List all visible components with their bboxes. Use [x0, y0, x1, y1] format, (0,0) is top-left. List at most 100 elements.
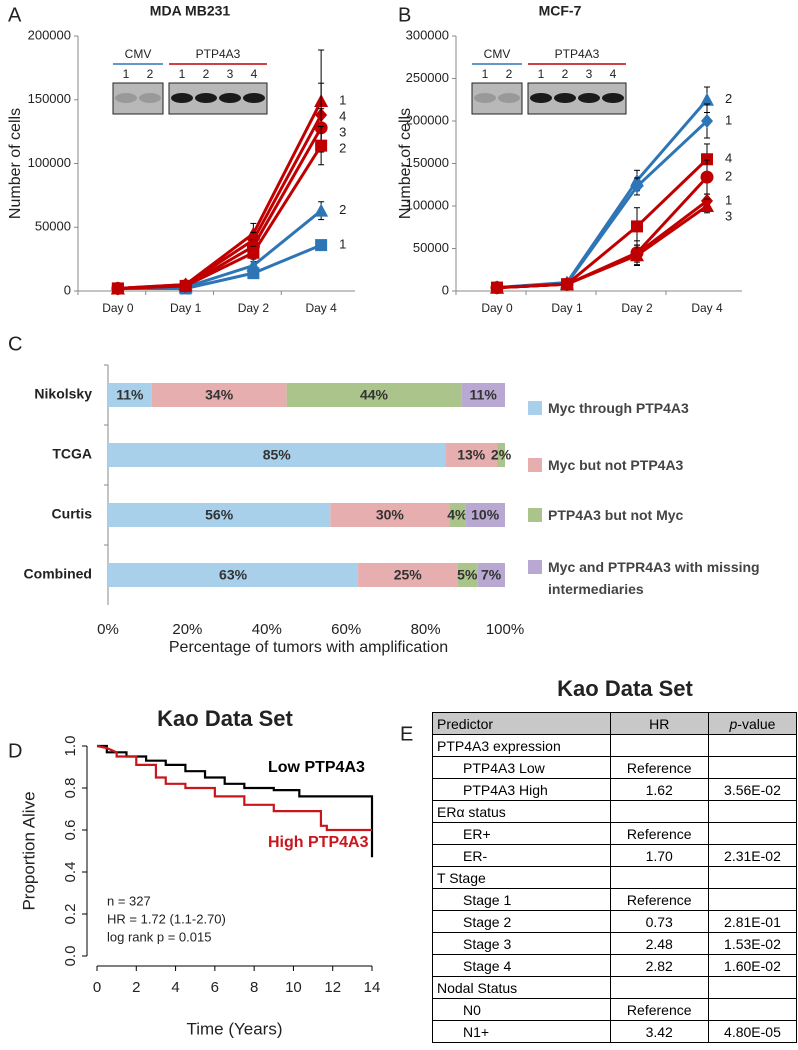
table-row: ER+ Reference — [432, 822, 798, 845]
bar-segment — [358, 563, 458, 587]
legend-swatch — [528, 458, 542, 472]
x-tick-label: 40% — [252, 621, 282, 638]
marker — [700, 199, 714, 212]
table-row: Stage 4 2.82 1.60E-02 — [432, 954, 798, 977]
marker — [179, 279, 192, 292]
series-label: 1 — [725, 112, 732, 127]
series-label: 2 — [725, 169, 732, 184]
chart-title: MDA MB231 — [150, 3, 231, 19]
value-label: 44% — [360, 387, 389, 403]
table-cell: 1.53E-02 — [707, 932, 798, 955]
inset-group-label: CMV — [484, 47, 511, 61]
inset-lane-label: 2 — [147, 67, 154, 81]
value-label: 2% — [491, 447, 512, 463]
table-cell: 1.62 — [609, 778, 709, 801]
legend-entry: Myc but not PTP4A3 — [548, 457, 683, 473]
annotation: log rank p = 0.015 — [107, 929, 211, 944]
marker — [315, 239, 328, 252]
blot-band — [578, 93, 600, 103]
table-cell — [707, 866, 798, 889]
x-tick-label: Day 1 — [551, 301, 583, 315]
series-line — [117, 209, 323, 290]
table-cell: Reference — [609, 822, 709, 845]
bar-segment — [449, 503, 466, 527]
y-axis-label: Proportion Alive — [19, 791, 38, 910]
blot-band — [171, 93, 193, 103]
series-label: 2 — [339, 140, 346, 155]
table-row: ERα status — [432, 800, 798, 823]
series-label: 3 — [725, 208, 732, 223]
table-row: PTP4A3 Low Reference — [432, 756, 798, 779]
x-tick-label: Day 2 — [238, 301, 270, 315]
inset-lane-label: 4 — [610, 67, 617, 81]
panel-letter: E — [400, 723, 413, 745]
series-line — [496, 119, 709, 290]
panel-letter: B — [398, 4, 411, 26]
table-cell: PTP4A3 Low — [432, 756, 611, 779]
x-tick-label: 6 — [211, 979, 219, 996]
series-label: Low PTP4A3 — [268, 759, 365, 776]
table-cell — [707, 998, 798, 1021]
hazard-table: Predictor HR p-value PTP4A3 expression PTP4A… — [432, 712, 798, 1043]
table-cell — [707, 976, 798, 999]
table-cell: PTP4A3 High — [432, 778, 611, 801]
chart-title: MCF-7 — [539, 3, 582, 19]
table-cell: Reference — [609, 888, 709, 911]
table-cell — [609, 734, 709, 757]
inset-group-label: PTP4A3 — [555, 47, 600, 61]
x-tick-label: 2 — [132, 979, 140, 996]
table-row: Stage 2 0.73 2.81E-01 — [432, 910, 798, 933]
value-label: 63% — [219, 567, 248, 583]
blot-band — [530, 93, 552, 103]
bar-segment — [445, 443, 498, 467]
x-tick-label: 8 — [250, 979, 258, 996]
value-label: 56% — [205, 507, 234, 523]
series-line — [117, 127, 323, 290]
x-tick-label: 20% — [172, 621, 202, 638]
table-cell — [609, 866, 709, 889]
table-cell — [707, 756, 798, 779]
inset-lane-label: 1 — [179, 67, 186, 81]
y-axis-label: Number of cells — [397, 108, 414, 219]
table-cell: Nodal Status — [432, 976, 611, 999]
y-axis-label: Number of cells — [7, 108, 24, 219]
table-cell: Stage 4 — [432, 954, 611, 977]
annotation: HR = 1.72 (1.1-2.70) — [107, 911, 226, 926]
table-cell — [609, 800, 709, 823]
marker — [315, 139, 328, 152]
y-tick-label: 0 — [442, 282, 449, 297]
header-row: Predictor HR p-value — [432, 712, 798, 735]
table-cell: 3.42 — [609, 1020, 709, 1043]
y-tick-label: 100000 — [28, 155, 71, 170]
legend-swatch — [528, 401, 542, 415]
series-label: 2 — [339, 202, 346, 217]
table-cell: N0 — [432, 998, 611, 1021]
legend-label: Myc and PTPR4A3 with missing intermediar… — [548, 559, 760, 597]
category-label: Nikolsky — [34, 386, 92, 402]
table-cell: ER+ — [432, 822, 611, 845]
table-cell — [707, 734, 798, 757]
y-tick-label: 0.8 — [62, 778, 79, 799]
table-cell: Reference — [609, 998, 709, 1021]
y-tick-label: 150000 — [28, 91, 71, 106]
survival-curve — [97, 744, 374, 858]
bar-segment — [108, 443, 446, 467]
y-tick-label: 0.4 — [62, 862, 79, 883]
blot-band — [139, 93, 161, 103]
table-row: N0 Reference — [432, 998, 798, 1021]
table-cell: T Stage — [432, 866, 611, 889]
x-tick-label: 0 — [93, 979, 101, 996]
bar-segment — [497, 443, 505, 467]
marker — [700, 92, 714, 106]
bar-segment — [465, 503, 505, 527]
inset-lane-label: 4 — [251, 67, 258, 81]
blot-band — [498, 93, 520, 103]
blot-band — [554, 93, 576, 103]
x-tick-label: 12 — [324, 979, 341, 996]
panel-letter: D — [8, 740, 22, 762]
inset-lane-label: 2 — [562, 67, 569, 81]
blot-band — [474, 93, 496, 103]
table-cell: Stage 1 — [432, 888, 611, 911]
